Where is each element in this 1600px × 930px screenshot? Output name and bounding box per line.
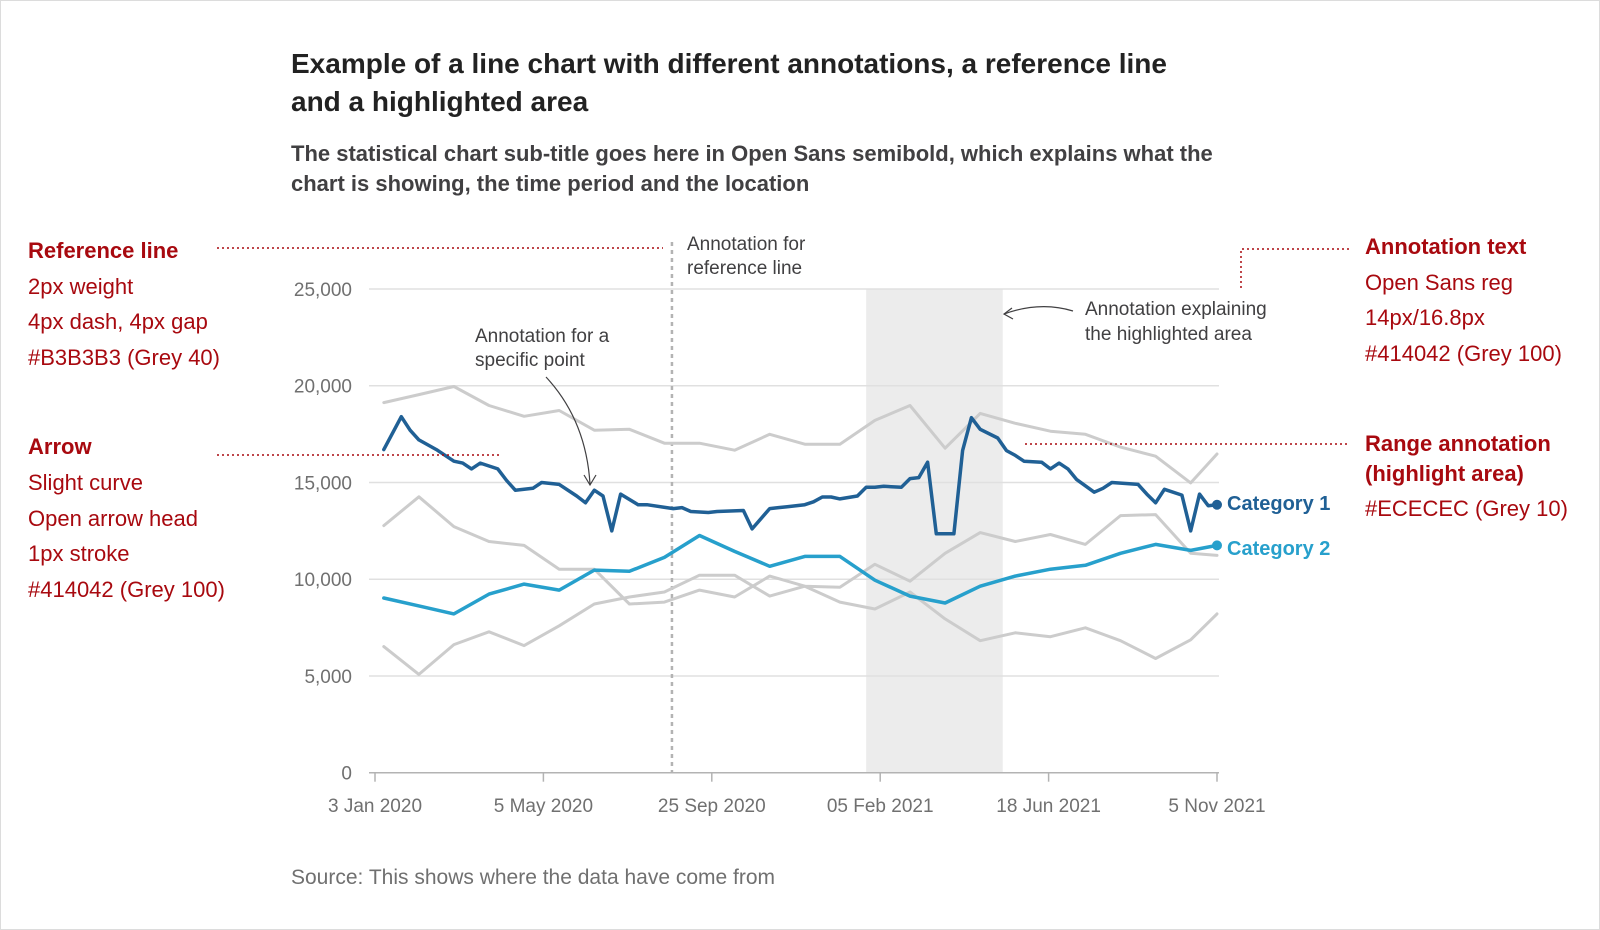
y-tick-label: 20,000: [294, 377, 352, 398]
side-note-text: Open arrow head: [28, 506, 198, 531]
y-tick-label: 0: [341, 764, 352, 785]
side-note-leaders: [217, 247, 1349, 456]
side-note-heading: (highlight area): [1365, 461, 1524, 486]
series-end-marker: [1212, 540, 1222, 551]
side-note-text: 4px dash, 4px gap: [28, 309, 208, 334]
point-annotation-line-2: specific point: [475, 350, 586, 371]
side-note-text: Open Sans reg: [1365, 270, 1513, 295]
chart-title-line-2: and a highlighted area: [291, 86, 589, 117]
side-note-heading: Arrow: [28, 434, 92, 459]
x-tick-label: 3 Jan 2020: [328, 796, 422, 817]
side-note-text: Slight curve: [28, 470, 143, 495]
y-tick-label: 25,000: [294, 280, 352, 301]
point-annotation-line-1: Annotation for a: [475, 326, 610, 347]
side-note-text: #414042 (Grey 100): [28, 577, 225, 602]
y-tick-label: 15,000: [294, 473, 352, 494]
x-tick-label: 05 Feb 2021: [827, 796, 934, 817]
side-note-text: 2px weight: [28, 274, 133, 299]
series-label-category-2: Category 2: [1227, 538, 1330, 560]
side-note-heading: Annotation text: [1365, 234, 1527, 259]
y-tick-label: 5,000: [304, 667, 352, 688]
side-note-heading: Reference line: [28, 238, 178, 263]
chart-title-line-1: Example of a line chart with different a…: [291, 48, 1167, 79]
side-note-heading: Range annotation: [1365, 431, 1551, 456]
highlight-annotation-line-2: the highlighted area: [1085, 324, 1252, 345]
series-end-marker: [1212, 499, 1222, 510]
side-note-arrow: Arrow Slight curve Open arrow head 1px s…: [28, 434, 225, 602]
reference-line-annotation-line-2: reference line: [687, 258, 802, 279]
side-note-text: 1px stroke: [28, 541, 130, 566]
x-tick-label: 5 May 2020: [494, 796, 593, 817]
y-tick-label: 10,000: [294, 570, 352, 591]
side-note-text: #B3B3B3 (Grey 40): [28, 345, 220, 370]
side-note-reference-line: Reference line 2px weight 4px dash, 4px …: [28, 238, 220, 370]
highlight-annotation-line-1: Annotation explaining: [1085, 299, 1267, 320]
x-tick-label: 18 Jun 2021: [996, 796, 1101, 817]
reference-line-annotation-line-1: Annotation for: [687, 234, 806, 255]
series-line-background: [382, 573, 1219, 676]
side-note-text: 14px/16.8px: [1365, 305, 1485, 330]
side-note-text: #414042 (Grey 100): [1365, 341, 1562, 366]
highlight-annotation-arrow-icon: [1002, 306, 1074, 320]
source-note: Source: This shows where the data have c…: [291, 866, 775, 889]
series-label-category-1: Category 1: [1227, 493, 1330, 515]
chart-subtitle-line-1: The statistical chart sub-title goes her…: [291, 141, 1213, 166]
series-lines: [382, 385, 1222, 676]
series-line-category-2: [382, 533, 1219, 616]
series-line-background: [382, 385, 1219, 485]
annotation-text-leader: [1240, 248, 1349, 289]
chart-subtitle-line-2: chart is showing, the time period and th…: [291, 171, 809, 196]
point-annotation-arrow-icon: [545, 376, 597, 487]
x-tick-label: 25 Sep 2020: [658, 796, 766, 817]
axes: 0 5,000 10,000 15,000 20,000 25,000 3 Jan 2020…: [294, 280, 1266, 817]
x-tick-label: 5 Nov 2021: [1168, 796, 1265, 817]
series-line-category-1: [382, 414, 1219, 536]
side-note-text: #ECECEC (Grey 10): [1365, 496, 1568, 521]
side-note-range-annotation: Range annotation (highlight area) #ECECE…: [1365, 431, 1568, 521]
side-note-annotation-text: Annotation text Open Sans reg 14px/16.8p…: [1365, 234, 1562, 366]
